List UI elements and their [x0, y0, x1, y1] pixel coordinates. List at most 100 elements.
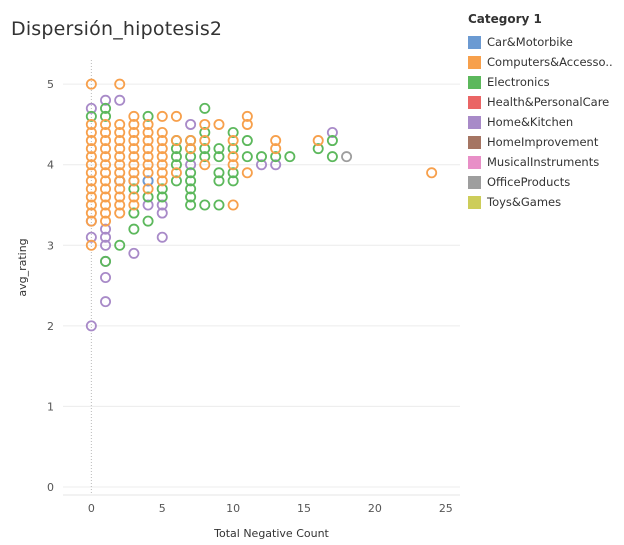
data-point[interactable] [128, 175, 140, 187]
data-point[interactable] [156, 207, 168, 219]
data-point[interactable] [85, 159, 97, 171]
data-point[interactable] [185, 143, 197, 155]
data-point[interactable] [114, 94, 126, 106]
data-point[interactable] [114, 167, 126, 179]
legend-item[interactable]: Toys&Games [468, 192, 618, 212]
data-point[interactable] [114, 183, 126, 195]
legend-item[interactable]: Car&Motorbike [468, 32, 618, 52]
data-point[interactable] [213, 143, 225, 155]
data-point[interactable] [114, 127, 126, 139]
data-point[interactable] [128, 135, 140, 147]
data-point[interactable] [156, 199, 168, 211]
data-point[interactable] [100, 223, 112, 235]
data-point[interactable] [199, 127, 211, 139]
data-point[interactable] [255, 151, 267, 163]
data-point[interactable] [100, 167, 112, 179]
data-point[interactable] [185, 199, 197, 211]
data-point[interactable] [100, 159, 112, 171]
data-point[interactable] [114, 199, 126, 211]
data-point[interactable] [100, 215, 112, 227]
data-point[interactable] [128, 118, 140, 130]
data-point[interactable] [85, 167, 97, 179]
data-point[interactable] [312, 143, 324, 155]
data-point[interactable] [100, 135, 112, 147]
data-point[interactable] [128, 110, 140, 122]
data-point[interactable] [213, 167, 225, 179]
legend-item[interactable]: MusicalInstruments [468, 152, 618, 172]
data-point[interactable] [341, 151, 353, 163]
data-point[interactable] [156, 110, 168, 122]
legend-item[interactable]: OfficeProducts [468, 172, 618, 192]
data-point[interactable] [114, 118, 126, 130]
data-point[interactable] [100, 183, 112, 195]
data-point[interactable] [128, 207, 140, 219]
data-point[interactable] [227, 127, 239, 139]
data-point[interactable] [85, 102, 97, 114]
data-point[interactable] [114, 135, 126, 147]
data-point[interactable] [156, 135, 168, 147]
data-point[interactable] [199, 135, 211, 147]
data-point[interactable] [128, 167, 140, 179]
data-point[interactable] [227, 143, 239, 155]
data-point[interactable] [142, 135, 154, 147]
data-point[interactable] [142, 199, 154, 211]
legend-item[interactable]: Health&PersonalCare [468, 92, 618, 112]
data-point[interactable] [227, 151, 239, 163]
data-point[interactable] [100, 110, 112, 122]
data-point[interactable] [241, 135, 253, 147]
data-point[interactable] [241, 110, 253, 122]
data-point[interactable] [85, 231, 97, 243]
data-point[interactable] [241, 151, 253, 163]
data-point[interactable] [185, 175, 197, 187]
data-point[interactable] [85, 215, 97, 227]
data-point[interactable] [213, 118, 225, 130]
data-point[interactable] [156, 175, 168, 187]
data-point[interactable] [199, 159, 211, 171]
data-point[interactable] [142, 175, 154, 187]
data-point[interactable] [85, 110, 97, 122]
data-point[interactable] [114, 151, 126, 163]
data-point[interactable] [142, 159, 154, 171]
data-point[interactable] [156, 127, 168, 139]
data-point[interactable] [142, 143, 154, 155]
data-point[interactable] [100, 175, 112, 187]
data-point[interactable] [100, 118, 112, 130]
data-point[interactable] [284, 151, 296, 163]
data-point[interactable] [85, 135, 97, 147]
data-point[interactable] [312, 135, 324, 147]
data-point[interactable] [100, 94, 112, 106]
data-point[interactable] [85, 151, 97, 163]
data-point[interactable] [85, 207, 97, 219]
data-point[interactable] [100, 255, 112, 267]
data-point[interactable] [100, 143, 112, 155]
data-point[interactable] [85, 199, 97, 211]
data-point[interactable] [100, 127, 112, 139]
data-point[interactable] [170, 110, 182, 122]
data-point[interactable] [128, 247, 140, 259]
data-point[interactable] [156, 191, 168, 203]
data-point[interactable] [85, 127, 97, 139]
data-point[interactable] [114, 78, 126, 90]
data-point[interactable] [185, 151, 197, 163]
data-point[interactable] [100, 239, 112, 251]
data-point[interactable] [227, 167, 239, 179]
legend-item[interactable]: Home&Kitchen [468, 112, 618, 132]
data-point[interactable] [156, 159, 168, 171]
legend-item[interactable]: HomeImprovement [468, 132, 618, 152]
data-point[interactable] [85, 118, 97, 130]
data-point[interactable] [156, 151, 168, 163]
data-point[interactable] [185, 135, 197, 147]
data-point[interactable] [114, 191, 126, 203]
data-point[interactable] [199, 118, 211, 130]
data-point[interactable] [426, 167, 438, 179]
data-point[interactable] [142, 151, 154, 163]
data-point[interactable] [85, 320, 97, 332]
data-point[interactable] [85, 175, 97, 187]
data-point[interactable] [326, 127, 338, 139]
data-point[interactable] [114, 175, 126, 187]
data-point[interactable] [227, 199, 239, 211]
data-point[interactable] [185, 167, 197, 179]
data-point[interactable] [270, 143, 282, 155]
data-point[interactable] [213, 175, 225, 187]
data-point[interactable] [241, 167, 253, 179]
